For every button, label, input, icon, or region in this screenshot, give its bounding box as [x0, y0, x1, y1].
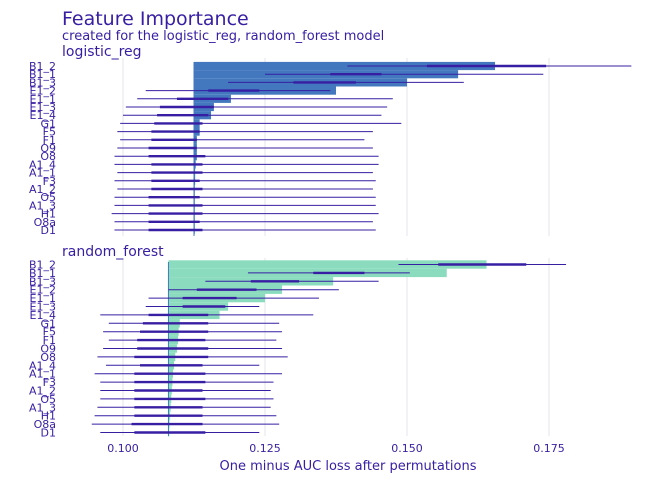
- feature-label-E1_3: E1_3: [30, 301, 56, 314]
- feature-label-O8a: O8a: [34, 216, 56, 229]
- feature-label-E1_2: E1_2: [30, 284, 56, 297]
- bar-B1_2: [194, 61, 496, 71]
- x-tick-label: 0.125: [249, 442, 281, 455]
- feature-label-A1_2: A1_2: [29, 385, 56, 398]
- feature-label-O9: O9: [40, 142, 56, 155]
- feature-label-B1_1: B1_1: [29, 267, 56, 280]
- feature-label-E1_2: E1_2: [30, 85, 56, 98]
- feature-label-G1: G1: [40, 117, 56, 130]
- x-tick-label: 0.100: [107, 442, 139, 455]
- feature-label-B1_2: B1_2: [29, 60, 56, 73]
- feature-label-A1_1: A1_1: [29, 167, 56, 180]
- feature-label-E1_4: E1_4: [30, 109, 56, 122]
- feature-label-E1_1: E1_1: [30, 93, 56, 106]
- feature-label-A1_4: A1_4: [29, 359, 56, 372]
- feature-label-A1_1: A1_1: [29, 368, 56, 381]
- panel-random-forest: random_forest B1_2B1_1B1_3E1_2E1_1E1_3E1…: [29, 244, 567, 440]
- feature-label-E1_4: E1_4: [30, 309, 56, 322]
- feature-label-A1_3: A1_3: [29, 401, 56, 414]
- chart-title: Feature Importance: [62, 8, 249, 30]
- feature-label-F3: F3: [43, 376, 56, 389]
- panel-title-random-forest: random_forest: [62, 244, 164, 260]
- feature-label-F1: F1: [43, 134, 56, 147]
- feature-label-F5: F5: [43, 126, 56, 139]
- x-axis: 0.100 0.125 0.150 0.175: [107, 442, 565, 455]
- feature-label-B1_1: B1_1: [29, 68, 56, 81]
- feature-label-B1_3: B1_3: [29, 275, 56, 288]
- feature-label-O8: O8: [40, 351, 56, 364]
- feature-label-F5: F5: [43, 326, 56, 339]
- feature-label-H1: H1: [41, 208, 56, 221]
- feature-label-A1_2: A1_2: [29, 183, 56, 196]
- panel-title-logistic-reg: logistic_reg: [62, 44, 142, 60]
- feature-label-F1: F1: [43, 334, 56, 347]
- feature-label-O8: O8: [40, 150, 56, 163]
- feature-label-O8a: O8a: [34, 418, 56, 431]
- x-tick-label: 0.150: [391, 442, 423, 455]
- chart-subtitle: created for the logistic_reg, random_for…: [62, 29, 384, 44]
- x-tick-label: 0.175: [533, 442, 565, 455]
- feature-label-D1: D1: [41, 427, 56, 440]
- feature-label-B1_2: B1_2: [29, 259, 56, 272]
- feature-label-E1_3: E1_3: [30, 101, 56, 114]
- panel-logistic-reg: logistic_reg B1_2B1_1B1_3E1_2E1_1E1_3E1_…: [29, 44, 632, 237]
- feature-label-O9: O9: [40, 343, 56, 356]
- feature-label-H1: H1: [41, 410, 56, 423]
- feature-label-F3: F3: [43, 175, 56, 188]
- feature-label-O5: O5: [40, 191, 56, 204]
- feature-label-D1: D1: [41, 224, 56, 237]
- feature-label-E1_1: E1_1: [30, 292, 56, 305]
- feature-label-A1_4: A1_4: [29, 158, 56, 171]
- feature-label-A1_3: A1_3: [29, 199, 56, 212]
- feature-label-G1: G1: [40, 317, 56, 330]
- feature-label-O5: O5: [40, 393, 56, 406]
- x-axis-label: One minus AUC loss after permutations: [219, 459, 476, 474]
- feature-label-B1_3: B1_3: [29, 76, 56, 89]
- bar-B1_2: [168, 260, 487, 269]
